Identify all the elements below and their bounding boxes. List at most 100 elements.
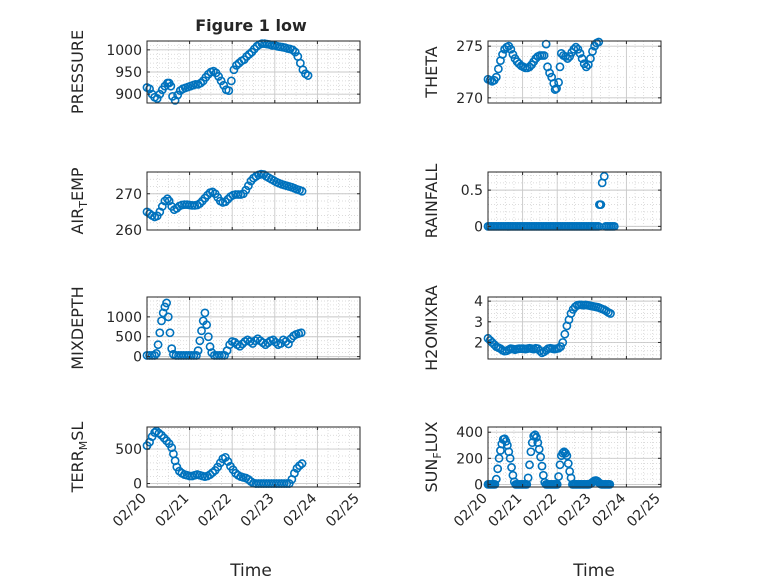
y-axis-label: SUNFLUX — [422, 421, 444, 492]
data-point — [581, 62, 591, 72]
y-tick-label: 950 — [115, 65, 142, 81]
data-point — [491, 72, 501, 82]
data-point — [303, 71, 313, 80]
data-point — [560, 329, 570, 339]
data-point — [152, 94, 162, 103]
y-tick-label: 1000 — [106, 43, 142, 59]
data-point — [297, 186, 307, 196]
data-point — [525, 460, 534, 470]
data-point — [532, 433, 541, 442]
data-point — [535, 346, 545, 356]
axes-box — [146, 296, 361, 360]
data-point — [226, 76, 236, 86]
data-point — [507, 463, 516, 472]
data-point — [235, 341, 245, 351]
data-series — [142, 426, 307, 488]
data-point — [508, 50, 518, 59]
y-tick-label: 500 — [115, 442, 142, 458]
subplot-5: 0 500 1000 MIXDEPTH — [68, 286, 361, 370]
data-point — [166, 81, 176, 91]
data-point — [241, 185, 251, 195]
data-point — [539, 51, 549, 60]
data-series — [483, 37, 604, 94]
y-tick-label: 2 — [474, 335, 483, 351]
x-axis-label-left: Time — [229, 561, 272, 581]
data-point — [220, 197, 230, 207]
data-point — [243, 181, 253, 191]
data-point — [173, 90, 183, 100]
data-point — [606, 309, 615, 318]
data-point — [223, 457, 233, 466]
data-point — [193, 346, 203, 356]
data-point — [205, 342, 215, 352]
data-point — [297, 459, 307, 468]
data-point — [561, 52, 570, 61]
y-axis-label: MIXDEPTH — [68, 286, 87, 369]
data-point — [197, 326, 206, 336]
y-tick-label: 400 — [456, 425, 483, 441]
data-point — [566, 309, 576, 318]
axes-box — [487, 296, 662, 360]
data-point — [224, 86, 234, 95]
data-point — [588, 46, 597, 56]
data-point — [195, 336, 205, 346]
axes-box — [487, 40, 662, 104]
data-point — [196, 78, 206, 88]
y-tick-label: 900 — [115, 87, 142, 103]
data-series — [483, 300, 615, 358]
data-point — [233, 190, 243, 199]
data-point — [565, 52, 575, 61]
y-axis-label: PRESSURE — [68, 30, 87, 114]
y-axis-label: AIRTEMP — [68, 167, 90, 234]
data-point — [534, 444, 544, 454]
data-point — [167, 344, 177, 354]
data-point — [290, 47, 300, 57]
data-point — [151, 349, 161, 358]
data-point — [555, 460, 565, 470]
y-tick-label: 260 — [115, 223, 142, 239]
data-point — [490, 479, 500, 489]
data-point — [563, 459, 573, 468]
data-point — [555, 62, 565, 72]
subplot-6: 2 3 4 H2OMIXRA — [422, 285, 662, 371]
data-point — [493, 464, 503, 474]
data-point — [505, 453, 515, 463]
data-point — [596, 200, 606, 210]
data-point — [162, 298, 171, 308]
data-point — [242, 52, 252, 61]
data-point — [554, 472, 563, 481]
data-point — [289, 468, 299, 478]
y-tick-label: 275 — [456, 39, 483, 55]
axes-box — [487, 171, 662, 231]
data-point — [187, 200, 197, 210]
axes-box — [146, 171, 361, 231]
data-point — [526, 447, 536, 457]
data-point — [573, 44, 583, 54]
y-tick-label: 1000 — [106, 310, 142, 326]
y-tick-label: 3 — [474, 315, 483, 331]
data-point — [160, 302, 170, 312]
data-point — [244, 49, 254, 59]
data-point — [536, 452, 545, 462]
data-point — [577, 54, 587, 63]
data-point — [157, 316, 166, 326]
data-point — [594, 37, 604, 47]
data-point — [493, 64, 503, 74]
x-axis-label-right: Time — [572, 561, 615, 581]
data-point — [523, 473, 533, 483]
subplot-4: 0 0.5 RAINFALL — [422, 164, 662, 238]
data-point — [249, 44, 259, 54]
data-point — [216, 76, 226, 86]
data-point — [163, 312, 173, 322]
data-point — [605, 479, 615, 489]
y-axis-label: THETA — [422, 46, 441, 98]
data-series — [483, 430, 615, 489]
data-point — [562, 451, 572, 461]
figure-title: Figure 1 low — [195, 16, 307, 35]
data-point — [155, 89, 165, 99]
axes-box — [146, 426, 361, 488]
data-point — [498, 50, 507, 59]
data-point — [571, 42, 581, 52]
